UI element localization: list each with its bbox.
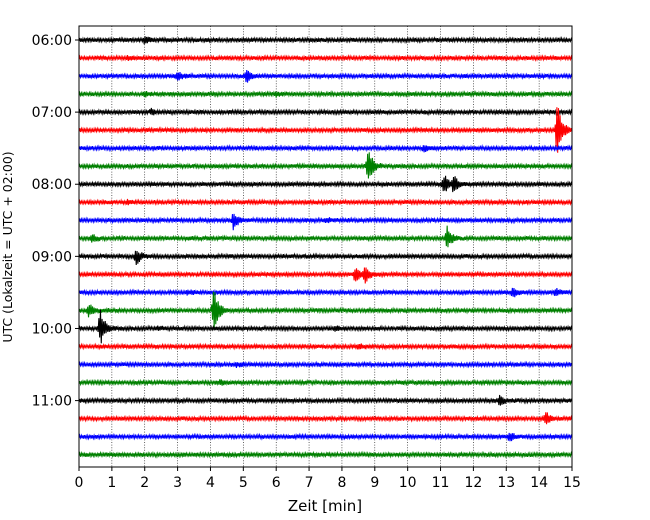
x-tick-label: 14 bbox=[530, 475, 548, 491]
y-axis-ticks: 06:00 07:00 08:00 09:00 10:00 11:00 bbox=[32, 33, 79, 410]
x-tick-label: 12 bbox=[464, 475, 482, 491]
trace-0800 bbox=[78, 175, 573, 193]
trace-1045 bbox=[78, 378, 573, 387]
x-tick-label: 3 bbox=[173, 475, 182, 491]
x-tick-label: 1 bbox=[107, 475, 116, 491]
y-tick-label: 09:00 bbox=[32, 249, 72, 265]
x-tick-label: 11 bbox=[432, 475, 450, 491]
trace-1115 bbox=[78, 412, 573, 425]
x-tick-label: 5 bbox=[239, 475, 248, 491]
y-tick-label: 07:00 bbox=[32, 105, 72, 121]
x-axis-label: Zeit [min] bbox=[288, 497, 362, 515]
x-tick-label: 0 bbox=[75, 475, 84, 491]
trace-0645 bbox=[78, 90, 573, 99]
trace-0945 bbox=[78, 291, 573, 330]
x-axis-ticks: 0 1 2 3 4 5 6 7 8 9 10 11 12 13 14 15 bbox=[75, 467, 581, 491]
trace-0815 bbox=[78, 198, 573, 207]
trace-0830 bbox=[78, 213, 573, 231]
x-tick-label: 9 bbox=[370, 475, 379, 491]
x-tick-label: 6 bbox=[272, 475, 281, 491]
trace-1100 bbox=[78, 394, 573, 406]
x-tick-label: 15 bbox=[563, 475, 581, 491]
x-tick-label: 10 bbox=[399, 475, 417, 491]
y-tick-label: 11:00 bbox=[32, 394, 72, 410]
grid-lines bbox=[111, 26, 540, 467]
seismic-traces bbox=[78, 35, 573, 459]
trace-1030 bbox=[78, 360, 573, 369]
trace-0730 bbox=[78, 143, 573, 153]
x-tick-label: 8 bbox=[337, 475, 346, 491]
y-tick-label: 10:00 bbox=[32, 321, 72, 337]
trace-0930 bbox=[78, 287, 573, 298]
y-axis-label: UTC (Lokalzeit = UTC + 02:00) bbox=[0, 151, 15, 342]
trace-0630 bbox=[78, 70, 573, 83]
x-tick-label: 4 bbox=[206, 475, 215, 491]
trace-0600 bbox=[78, 35, 573, 45]
trace-0745 bbox=[78, 152, 573, 179]
trace-1000 bbox=[78, 310, 573, 344]
y-tick-label: 06:00 bbox=[32, 33, 72, 49]
trace-0700 bbox=[78, 107, 573, 117]
x-tick-label: 2 bbox=[140, 475, 149, 491]
trace-0715 bbox=[78, 107, 573, 153]
trace-0915 bbox=[78, 267, 573, 284]
trace-1130 bbox=[78, 432, 573, 442]
x-tick-label: 13 bbox=[497, 475, 515, 491]
trace-0845 bbox=[78, 225, 573, 248]
x-tick-label: 7 bbox=[305, 475, 314, 491]
trace-1145 bbox=[78, 450, 573, 459]
y-tick-label: 08:00 bbox=[32, 177, 72, 193]
trace-0900 bbox=[78, 250, 573, 265]
trace-0615 bbox=[78, 53, 573, 63]
plot-frame bbox=[78, 25, 573, 468]
trace-1015 bbox=[78, 342, 573, 351]
